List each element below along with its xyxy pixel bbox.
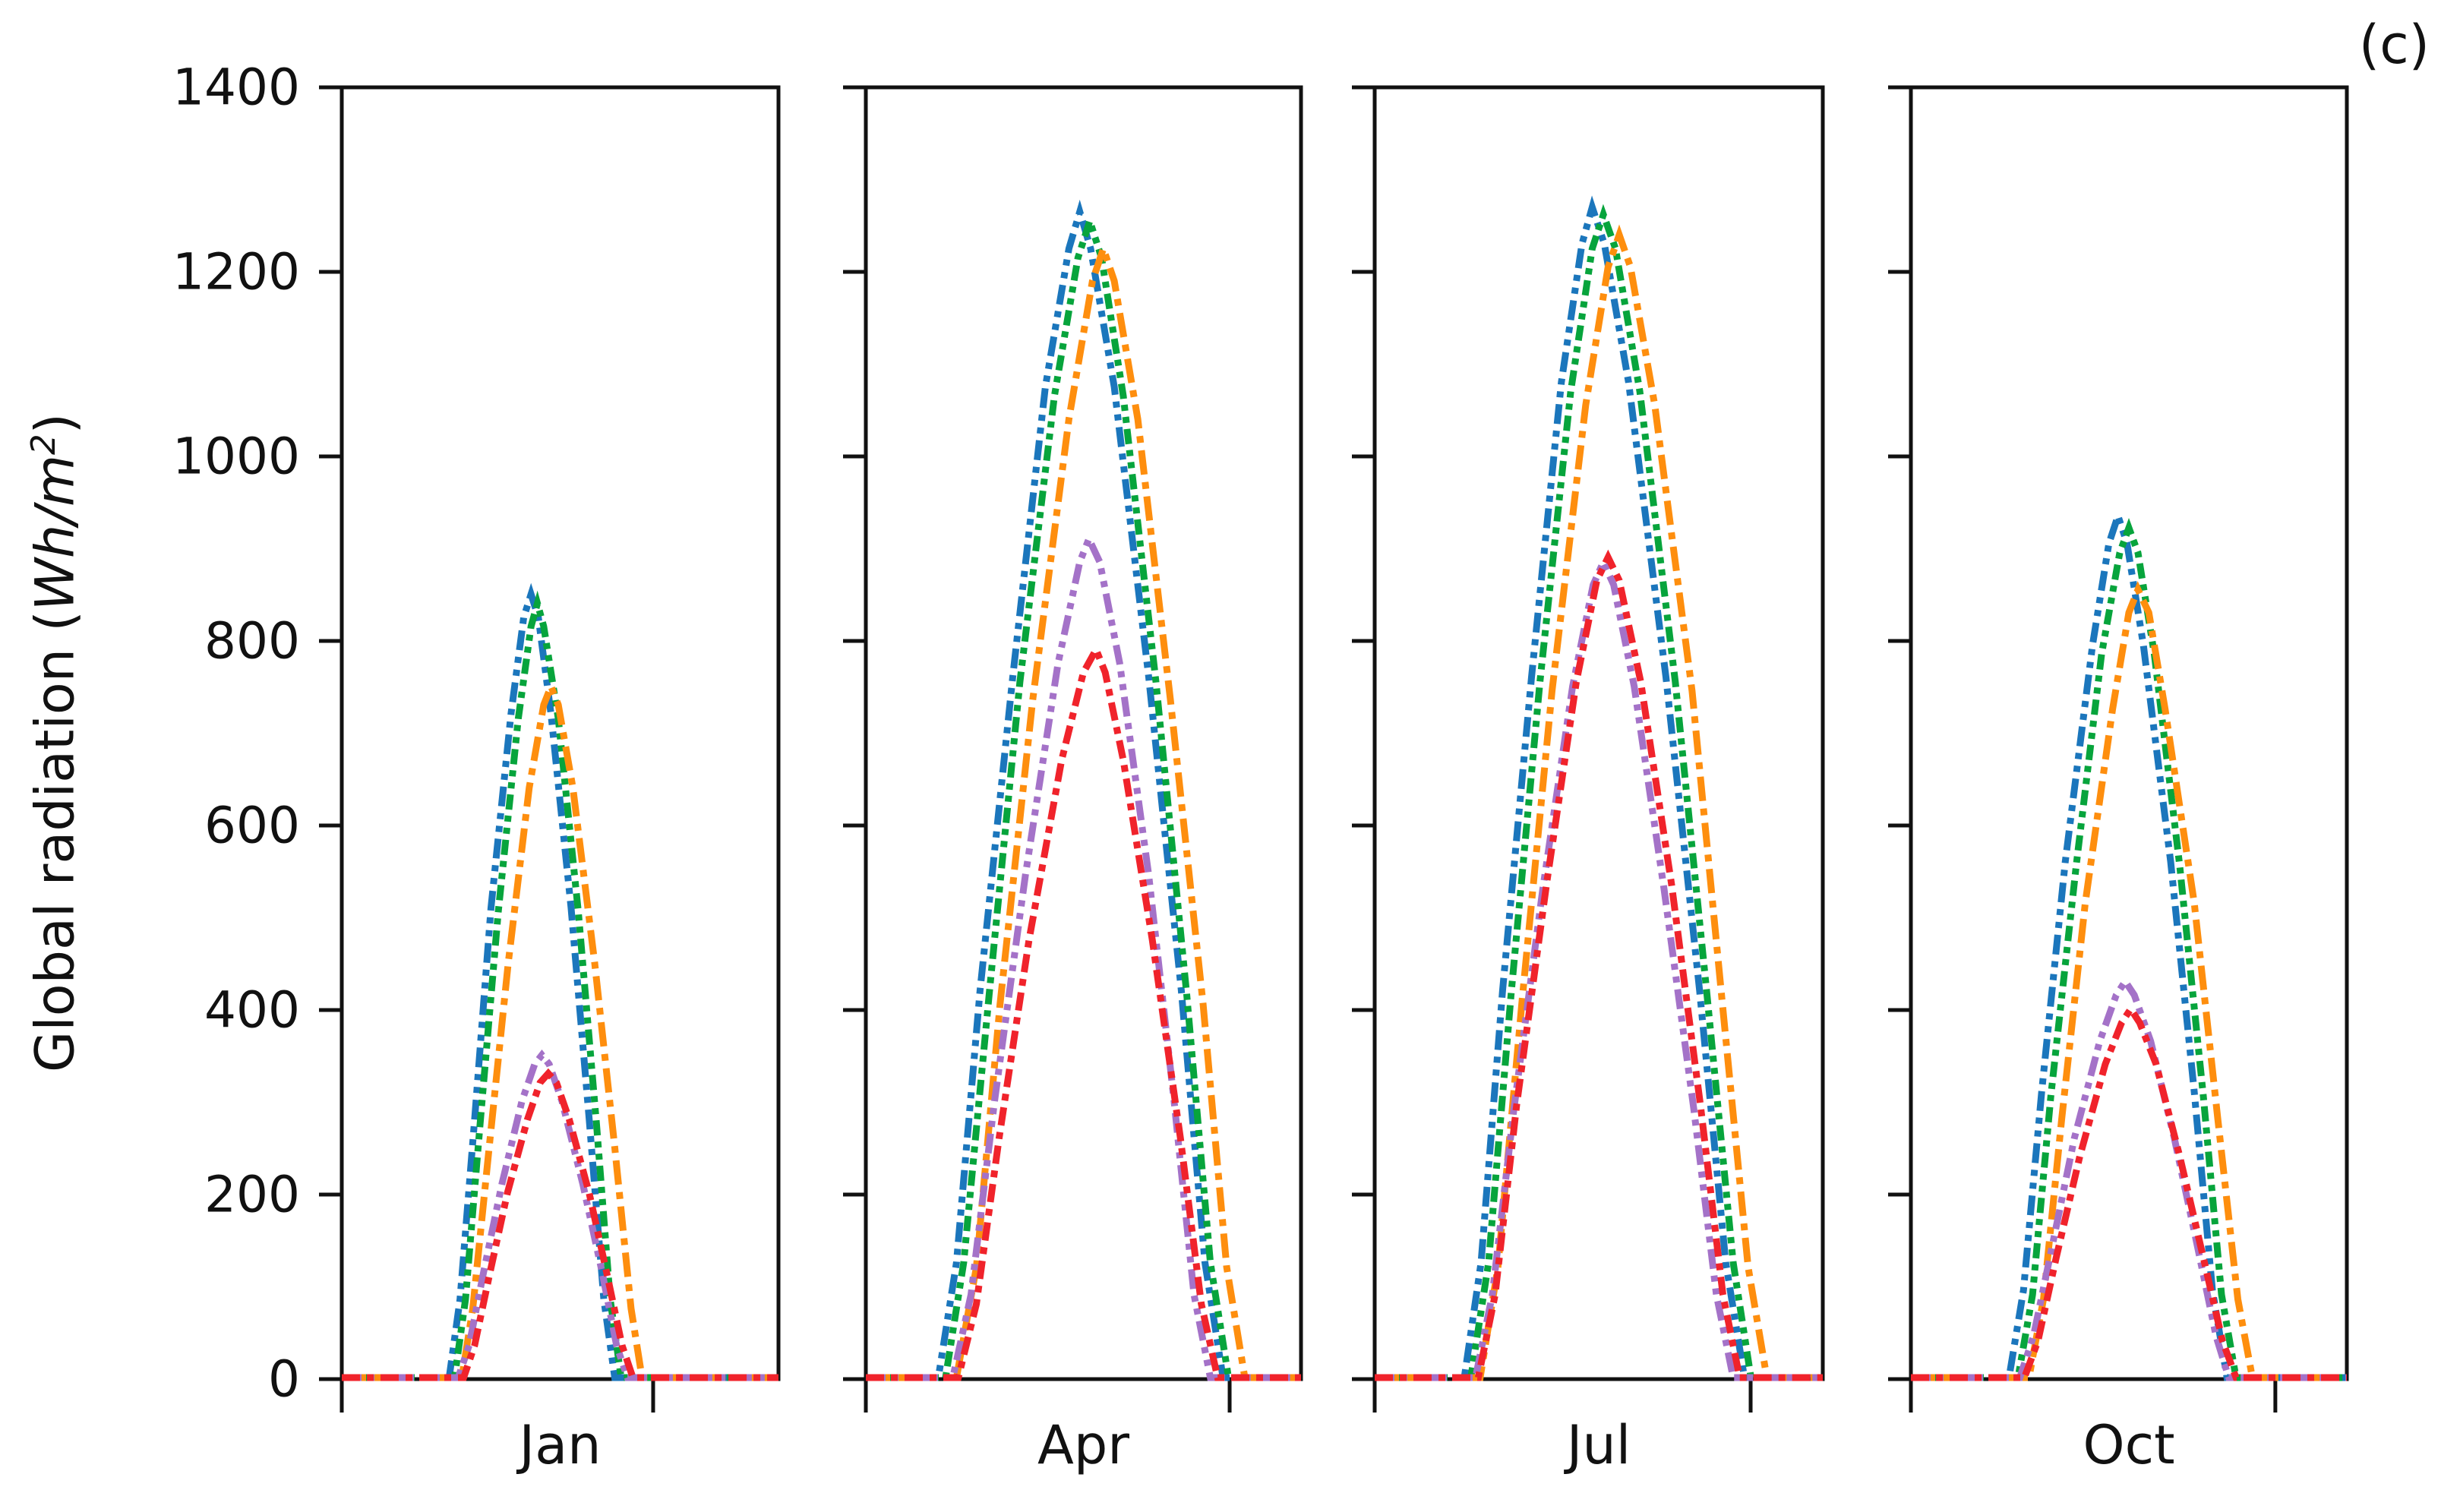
series-line-blue-apr bbox=[866, 199, 1301, 1381]
series-line-orange-apr bbox=[866, 238, 1301, 1381]
y-tick-label: 400 bbox=[204, 980, 300, 1040]
series-line-red-apr bbox=[866, 641, 1301, 1381]
subplot-frame-apr bbox=[864, 85, 1303, 1381]
y-tick-label: 1400 bbox=[172, 58, 300, 117]
subplot-frame-oct bbox=[1909, 85, 2349, 1381]
panel-letter-label: (c) bbox=[2358, 14, 2430, 76]
series-line-blue-jan bbox=[342, 582, 778, 1381]
y-tick-label: 600 bbox=[204, 796, 300, 855]
series-line-green-jul bbox=[1375, 204, 1823, 1381]
series-line-purple-jan bbox=[342, 1050, 778, 1381]
y-tick-label: 200 bbox=[204, 1165, 300, 1224]
y-axis-label-exponent: 2 bbox=[25, 434, 63, 455]
x-tick-label-jan: Jan bbox=[519, 1414, 602, 1476]
series-line-orange-oct bbox=[1911, 581, 2347, 1381]
series-line-green-jan bbox=[342, 590, 778, 1381]
series-line-green-apr bbox=[866, 210, 1301, 1381]
subplot-frame-jul bbox=[1372, 85, 1825, 1381]
series-line-purple-oct bbox=[1911, 975, 2347, 1381]
series-line-green-oct bbox=[1911, 518, 2347, 1381]
y-axis-label: Global radiation (Wh/m2) bbox=[9, 264, 86, 1221]
y-tick-label: 800 bbox=[204, 611, 300, 671]
x-tick-label-jul: Jul bbox=[1566, 1414, 1631, 1476]
series-line-red-jul bbox=[1375, 549, 1823, 1381]
x-tick-label-oct: Oct bbox=[2083, 1414, 2175, 1476]
series-line-red-jan bbox=[342, 1068, 778, 1381]
y-tick-label: 1000 bbox=[172, 427, 300, 486]
y-tick-label: 1200 bbox=[172, 242, 300, 301]
x-tick-label-apr: Apr bbox=[1037, 1414, 1130, 1476]
series-line-red-oct bbox=[1911, 1002, 2347, 1381]
series-line-orange-jan bbox=[342, 677, 778, 1381]
series-line-purple-apr bbox=[866, 530, 1301, 1381]
series-line-blue-oct bbox=[1911, 504, 2347, 1381]
subplot-frame-jan bbox=[339, 85, 781, 1381]
y-tick-label: 0 bbox=[268, 1349, 300, 1409]
series-line-blue-jul bbox=[1375, 195, 1823, 1381]
series-line-purple-jul bbox=[1375, 553, 1823, 1381]
series-line-orange-jul bbox=[1375, 224, 1823, 1381]
